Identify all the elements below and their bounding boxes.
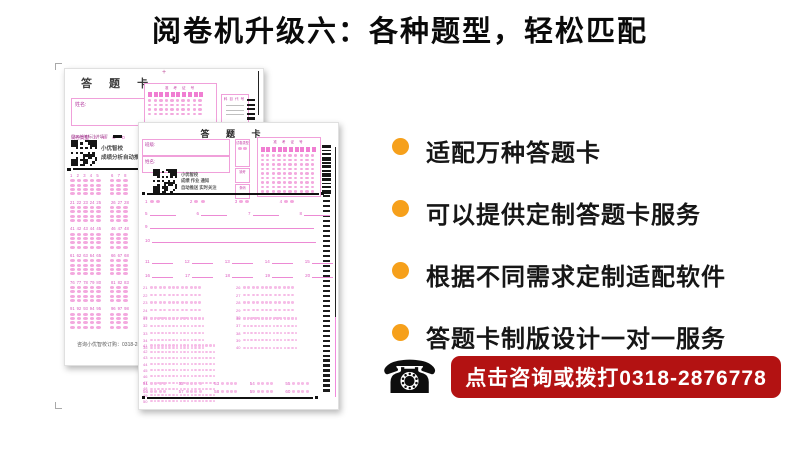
cta: ☎ 点击咨询或拨打0318-2876778 — [381, 354, 781, 400]
absent-box: 缺考 — [235, 168, 250, 183]
bullet-icon — [392, 262, 409, 279]
divider — [142, 396, 318, 400]
feature-text: 答题卡制版设计一对一服务 — [426, 326, 726, 353]
barcode-box: 条码 — [235, 184, 250, 199]
class-label: 班级: — [145, 141, 156, 147]
qr-code-icon — [71, 140, 97, 166]
exam-grid-bubbles — [148, 92, 205, 117]
class-field: 班级: — [142, 139, 230, 156]
feature-text: 适配万种答题卡 — [426, 140, 601, 167]
bubble-block: 36 37 38 39 40 — [236, 316, 298, 352]
cta-banner[interactable]: 点击咨询或拨打0318-2876778 — [451, 356, 781, 398]
feature-item: 答题卡制版设计一对一服务 — [392, 319, 726, 354]
medium-blank-questions: 11 12 13 14 15 16 17 18 19 20 — [145, 259, 345, 287]
divider — [67, 167, 159, 171]
subject-line — [226, 109, 244, 111]
qr-caption-line: 自动推送 实时关注 — [181, 185, 217, 191]
feature-text: 可以提供定制答题卡服务 — [426, 202, 701, 229]
sheet-edge-line — [334, 147, 336, 397]
sheet-title: 答 题 卡 — [200, 129, 268, 139]
long-blank-questions: 9 10 — [145, 224, 317, 252]
telephone-icon: ☎ — [381, 350, 439, 404]
qr-caption-line: 小优智校 — [181, 171, 199, 177]
feature-item: 根据不同需求定制适配软件 — [392, 257, 726, 292]
sheet-title: 答 题 卡 — [81, 78, 156, 90]
paper-type-row: 试卷类型 A B C D — [71, 126, 128, 144]
bubble-group-rows: 51 52 53 54 55 56 57 58 59 60 — [143, 381, 321, 397]
feature-item: 可以提供定制答题卡服务 — [392, 195, 726, 230]
answer-sheet-front: 答 题 卡 班级: 姓名: 试卷类型 缺考 条码 准 考 证 号 小优智校 成绩… — [138, 122, 339, 410]
pencil-note: 用2B铅笔标注并填写 — [71, 133, 108, 139]
paper-type-bubbles — [236, 147, 249, 150]
qr-caption: 小优智校 成绩 作业 通知 自动推送 实时关注 — [181, 172, 217, 193]
page-title: 阅卷机升级六：各种题型，轻松匹配 — [151, 16, 648, 48]
name-field: 姓名: — [71, 98, 145, 126]
exam-number-label: 准 考 证 号 — [273, 139, 305, 144]
paper-type-label: 试卷类型 — [71, 135, 89, 140]
feature-list: 适配万种答题卡 可以提供定制答题卡服务 根据不同需求定制适配软件 答题卡制版设计… — [392, 133, 726, 354]
feature-item: 适配万种答题卡 — [392, 133, 726, 168]
bubble-block: 41 42 43 44 45 46 47 48 49 50 — [143, 343, 216, 405]
subject-code-box: 科目代号 — [221, 94, 249, 126]
paper-type-options: A B C D — [94, 135, 128, 140]
timing-marks-column — [323, 195, 330, 394]
fill-sample-mark — [112, 135, 122, 138]
registration-corner-mark — [55, 63, 62, 70]
subject-code-label: 科目代号 — [223, 96, 247, 101]
barcode-label: 条码 — [239, 186, 246, 190]
exam-number-grid: 准 考 证 号 — [257, 137, 321, 197]
subject-line — [226, 105, 244, 106]
pencil-note-row: 用2B铅笔标注并填写 — [71, 134, 122, 140]
feature-text: 根据不同需求定制适配软件 — [426, 264, 726, 291]
subject-line — [226, 114, 244, 115]
exam-grid-bubbles — [260, 147, 318, 195]
bullet-icon — [392, 138, 409, 155]
registration-corner-mark — [55, 402, 62, 409]
bubble-block: 31 32 33 34 35 — [143, 316, 205, 352]
registration-plus-mark: + — [162, 69, 167, 76]
divider — [142, 192, 324, 196]
sync-mark-dashes — [247, 99, 255, 122]
absent-label: 缺考 — [239, 170, 246, 174]
name-field: 姓名: — [142, 156, 230, 173]
answer-bubble-groups: 1 2 3 4 5 6 7 8 21 22 23 24 25 26 27 28 41 42 43 44 45 46 47 48… — [70, 173, 131, 333]
qr-caption-line: 成绩分析自动推送 — [101, 154, 146, 161]
bullet-icon — [392, 324, 409, 341]
order-phone-note: 咨询小优智校订购：0318-28 — [77, 342, 141, 348]
barcode-icon — [322, 145, 331, 196]
qr-caption: 小优智校 成绩分析自动推送 — [101, 145, 145, 162]
paper-type-label: 试卷类型 — [236, 141, 249, 145]
bullet-icon — [392, 200, 409, 217]
qr-code-icon — [153, 169, 177, 193]
paper-type-box: 试卷类型 — [235, 139, 250, 167]
exam-number-label: 准 考 证 号 — [164, 85, 197, 90]
name-label: 姓名: — [75, 102, 87, 108]
sheet-edge-line — [258, 71, 260, 115]
name-label: 姓名: — [145, 158, 156, 164]
qr-caption-line: 小优智校 — [101, 146, 124, 152]
qr-caption-line: 成绩 作业 通知 — [181, 178, 210, 184]
